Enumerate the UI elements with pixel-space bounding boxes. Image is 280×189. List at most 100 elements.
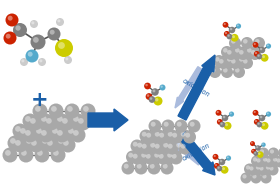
Circle shape <box>227 34 232 40</box>
Circle shape <box>152 150 165 163</box>
Circle shape <box>35 106 41 112</box>
Circle shape <box>248 164 258 176</box>
Circle shape <box>133 142 138 147</box>
Circle shape <box>122 161 134 174</box>
Circle shape <box>255 120 257 122</box>
Circle shape <box>254 43 256 45</box>
Circle shape <box>223 48 228 53</box>
Circle shape <box>146 133 151 138</box>
Circle shape <box>51 106 57 112</box>
Circle shape <box>256 146 258 148</box>
Circle shape <box>43 115 59 130</box>
Circle shape <box>42 138 48 144</box>
Circle shape <box>231 34 239 42</box>
Circle shape <box>174 119 188 132</box>
Circle shape <box>227 35 230 37</box>
Circle shape <box>34 147 50 163</box>
Circle shape <box>26 138 32 144</box>
Circle shape <box>17 125 32 140</box>
Circle shape <box>162 119 174 132</box>
Circle shape <box>219 59 224 64</box>
Circle shape <box>6 13 18 26</box>
Circle shape <box>260 149 264 153</box>
Circle shape <box>55 39 73 57</box>
Circle shape <box>53 150 59 156</box>
Circle shape <box>30 118 36 124</box>
Circle shape <box>258 152 260 155</box>
Circle shape <box>223 22 228 28</box>
Circle shape <box>261 143 266 147</box>
Circle shape <box>31 21 34 24</box>
Circle shape <box>160 161 174 174</box>
Circle shape <box>33 37 39 43</box>
Circle shape <box>148 119 162 132</box>
Circle shape <box>73 130 79 136</box>
Circle shape <box>177 122 182 127</box>
Circle shape <box>181 132 186 137</box>
Circle shape <box>229 112 234 117</box>
Text: oxidation: oxidation <box>181 78 211 98</box>
Circle shape <box>241 173 251 184</box>
Circle shape <box>124 164 129 169</box>
Circle shape <box>258 164 269 176</box>
Circle shape <box>258 55 260 57</box>
Circle shape <box>160 85 163 88</box>
Circle shape <box>58 42 65 49</box>
Circle shape <box>237 24 239 26</box>
Circle shape <box>50 125 64 140</box>
Circle shape <box>170 130 183 143</box>
Circle shape <box>253 37 265 49</box>
Circle shape <box>165 142 179 154</box>
Circle shape <box>21 150 27 156</box>
Circle shape <box>266 158 270 163</box>
Circle shape <box>256 165 260 170</box>
Circle shape <box>246 165 250 170</box>
Circle shape <box>38 128 53 143</box>
Circle shape <box>266 43 271 49</box>
Circle shape <box>48 104 64 119</box>
Circle shape <box>190 122 195 127</box>
Circle shape <box>165 129 179 143</box>
Circle shape <box>146 154 151 159</box>
Circle shape <box>30 20 38 28</box>
Circle shape <box>146 142 151 147</box>
Circle shape <box>45 138 59 153</box>
Circle shape <box>151 122 156 127</box>
Circle shape <box>222 115 228 121</box>
Circle shape <box>150 143 155 148</box>
Circle shape <box>13 123 27 139</box>
Circle shape <box>223 23 226 25</box>
Circle shape <box>225 123 228 126</box>
Circle shape <box>145 84 148 86</box>
Circle shape <box>3 32 17 44</box>
Circle shape <box>225 32 227 34</box>
Circle shape <box>5 150 11 156</box>
Circle shape <box>163 164 168 169</box>
Circle shape <box>255 39 260 44</box>
Circle shape <box>243 59 248 64</box>
Text: oxidation: oxidation <box>181 142 211 162</box>
Circle shape <box>231 39 235 44</box>
Circle shape <box>130 139 143 153</box>
Circle shape <box>258 147 269 159</box>
Circle shape <box>233 66 245 78</box>
Circle shape <box>252 150 254 152</box>
Circle shape <box>256 158 261 163</box>
Circle shape <box>256 122 262 127</box>
Circle shape <box>57 130 63 136</box>
Circle shape <box>38 58 46 66</box>
Circle shape <box>253 151 258 156</box>
Circle shape <box>183 130 196 143</box>
Circle shape <box>226 156 231 161</box>
Circle shape <box>278 147 280 159</box>
Circle shape <box>29 138 43 153</box>
Circle shape <box>60 123 76 139</box>
Circle shape <box>64 56 72 64</box>
Circle shape <box>146 93 152 100</box>
Circle shape <box>29 123 43 139</box>
Circle shape <box>47 140 53 146</box>
Circle shape <box>144 83 151 89</box>
Circle shape <box>255 145 261 151</box>
Circle shape <box>141 153 146 158</box>
Circle shape <box>264 163 275 174</box>
